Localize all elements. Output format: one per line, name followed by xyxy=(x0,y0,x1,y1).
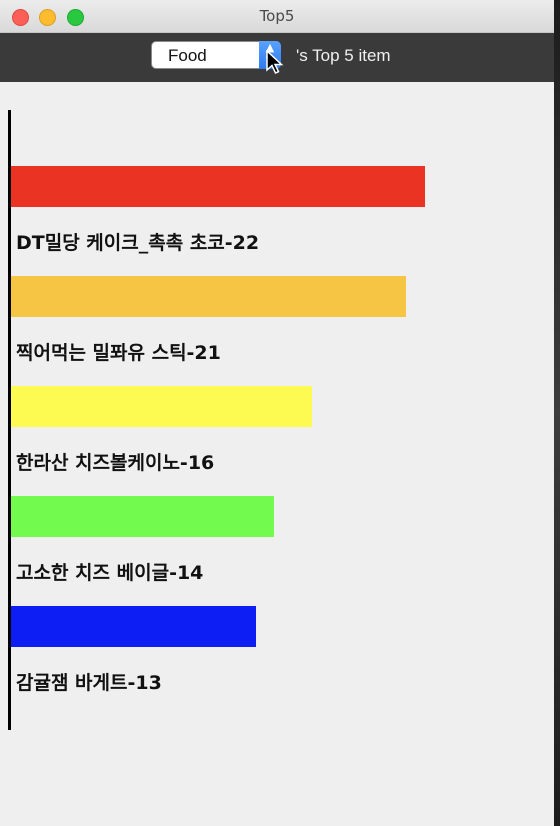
background-window-edge xyxy=(554,0,560,826)
item-label: 찍어먹는 밀퐈유 스틱-21 xyxy=(16,342,221,364)
item-label: 한라산 치즈볼케이노-16 xyxy=(16,452,215,474)
item-bar xyxy=(11,276,406,317)
item-bar xyxy=(11,166,425,207)
top5-caption: 's Top 5 item xyxy=(296,46,391,65)
item-label: 고소한 치즈 베이글-14 xyxy=(16,562,204,584)
item-bar xyxy=(11,496,274,537)
category-select[interactable]: Food ▲▼ xyxy=(151,41,281,69)
maximize-window-button[interactable] xyxy=(67,9,84,26)
item-label: DT밀당 케이크_촉촉 초코-22 xyxy=(16,232,260,254)
item-label: 감귤잼 바게트-13 xyxy=(16,672,162,694)
close-window-button[interactable] xyxy=(12,9,29,26)
chart-axis-line xyxy=(8,110,11,730)
mouse-pointer-icon xyxy=(266,50,284,74)
item-bar xyxy=(11,386,312,427)
item-bar xyxy=(11,606,256,647)
category-select-value: Food xyxy=(168,46,207,65)
window-title: Top5 xyxy=(259,7,295,25)
title-bar[interactable]: Top5 xyxy=(0,0,554,33)
minimize-window-button[interactable] xyxy=(39,9,56,26)
